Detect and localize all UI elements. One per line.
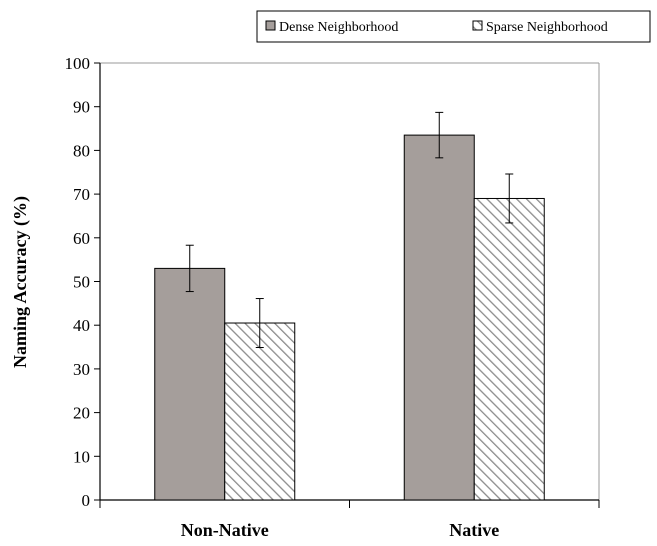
bar-dense-neighborhood-native [403,134,475,501]
y-tick-label: 90 [73,98,90,117]
legend-label: Dense Neighborhood [279,20,398,35]
y-tick-label: 40 [73,316,90,335]
x-axis: Non-Native Native [99,499,600,540]
legend-box [256,10,651,43]
y-axis: 0 10 20 30 40 50 60 70 80 90 100 [65,54,101,510]
legend-swatch [472,20,483,31]
y-axis-title: Naming Accuracy (%) [10,196,31,368]
bar-sparse-neighborhood-native [473,197,545,501]
bar-dense-neighborhood-non-native [154,267,226,501]
y-tick-label: 20 [73,404,90,423]
bar-sparse-neighborhood-non-native [224,322,296,501]
y-tick-label: 80 [73,141,90,160]
legend-swatch [265,20,276,31]
y-tick-label: 70 [73,185,90,204]
error-bars [185,111,514,348]
legend-label: Sparse Neighborhood [486,20,608,35]
plot-area [100,62,600,500]
y-tick-label: 60 [73,229,90,248]
y-tick-label: 30 [73,360,90,379]
bars [154,134,545,501]
y-tick-label: 50 [73,273,90,292]
y-tick-label: 100 [65,54,91,73]
y-tick-label: 0 [82,491,91,510]
x-category-label: Non-Native [181,520,269,540]
legend: Dense Neighborhood Sparse Neighborhood [256,10,651,43]
y-tick-label: 10 [73,447,90,466]
x-category-label: Native [449,520,499,540]
